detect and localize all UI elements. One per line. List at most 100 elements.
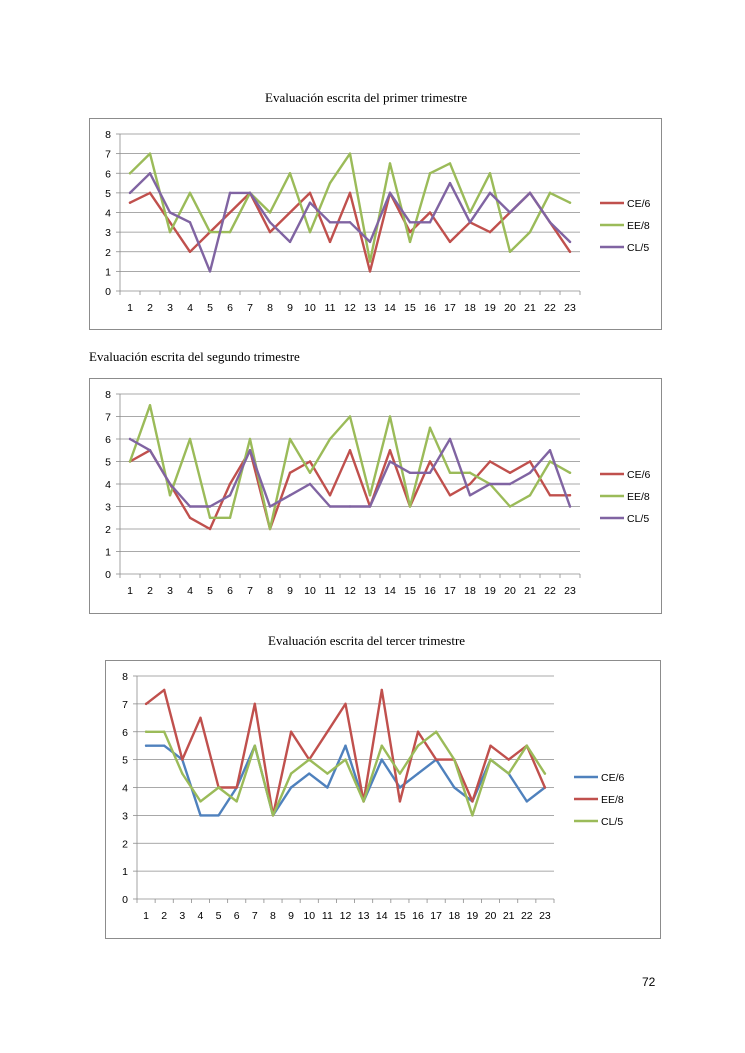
data-point-ee-8-20 bbox=[489, 744, 492, 747]
xtick-label-16: 16 bbox=[412, 910, 424, 922]
xtick-label-21: 21 bbox=[524, 302, 536, 314]
xtick-label-19: 19 bbox=[484, 302, 496, 314]
data-point-ee-8-3 bbox=[168, 230, 172, 234]
data-point-cl-5-1 bbox=[144, 730, 148, 733]
xtick-label-19: 19 bbox=[484, 585, 496, 597]
data-point-ce-6-1 bbox=[144, 744, 148, 747]
data-point-cl-5-8 bbox=[268, 505, 272, 508]
ytick-label-5: 5 bbox=[105, 188, 111, 200]
data-point-ce-6-14 bbox=[380, 758, 383, 761]
ytick-label-3: 3 bbox=[105, 502, 111, 514]
data-point-cl-5-19 bbox=[471, 814, 474, 817]
xtick-label-1: 1 bbox=[127, 302, 133, 314]
xtick-label-1: 1 bbox=[127, 585, 133, 597]
data-point-ce-6-16 bbox=[428, 211, 432, 214]
data-point-cl-5-2 bbox=[148, 449, 152, 452]
data-point-cl-5-19 bbox=[488, 191, 492, 195]
data-point-cl-5-4 bbox=[188, 505, 192, 508]
ytick-label-7: 7 bbox=[105, 149, 111, 161]
data-point-ee-8-18 bbox=[468, 471, 472, 474]
data-point-ce-6-11 bbox=[328, 494, 332, 497]
xtick-label-1: 1 bbox=[143, 910, 149, 922]
xtick-label-2: 2 bbox=[161, 910, 167, 922]
series-line-ce-6 bbox=[144, 744, 547, 817]
xtick-label-22: 22 bbox=[544, 585, 556, 597]
legend-label-ee-8: EE/8 bbox=[627, 220, 650, 232]
data-point-cl-5-11 bbox=[328, 505, 332, 508]
data-point-ee-8-15 bbox=[408, 240, 412, 244]
xtick-label-4: 4 bbox=[187, 302, 193, 314]
xtick-label-5: 5 bbox=[207, 585, 213, 597]
xtick-label-4: 4 bbox=[198, 910, 204, 922]
data-point-ce-6-1 bbox=[128, 201, 132, 204]
data-point-cl-5-18 bbox=[453, 758, 456, 761]
data-point-ee-8-15 bbox=[398, 800, 402, 803]
legend-label-cl-5: CL/5 bbox=[601, 816, 623, 828]
data-point-ce-6-11 bbox=[328, 240, 332, 244]
data-point-ce-6-2 bbox=[148, 191, 152, 195]
series-line-ee-8 bbox=[128, 404, 572, 531]
data-point-ce-6-23 bbox=[568, 494, 572, 497]
data-point-cl-5-7 bbox=[253, 744, 257, 747]
data-point-ee-8-6 bbox=[228, 230, 232, 234]
data-point-ee-8-13 bbox=[368, 260, 372, 263]
data-point-cl-5-16 bbox=[428, 221, 432, 224]
data-point-cl-5-23 bbox=[568, 505, 572, 508]
data-point-ee-8-8 bbox=[268, 211, 272, 214]
ytick-label-6: 6 bbox=[105, 434, 111, 446]
data-point-ee-8-11 bbox=[328, 437, 332, 441]
ytick-label-2: 2 bbox=[122, 838, 128, 850]
data-point-cl-5-12 bbox=[348, 505, 352, 508]
xtick-label-16: 16 bbox=[424, 302, 436, 314]
ytick-label-4: 4 bbox=[122, 783, 128, 795]
chart-2-frame: 0 1 2 3 4 5 6 7 8 1 2 3 4 5 6 7 8 9 10 11 12 13 14 15 16 17 18 19 20… bbox=[89, 378, 662, 614]
data-point-ce-6-10 bbox=[308, 772, 311, 775]
data-point-ee-8-9 bbox=[288, 437, 292, 441]
data-point-cl-5-17 bbox=[448, 181, 452, 185]
data-point-cl-5-20 bbox=[508, 482, 512, 486]
data-point-cl-5-22 bbox=[525, 744, 529, 747]
data-point-cl-5-19 bbox=[488, 482, 492, 486]
xtick-label-10: 10 bbox=[304, 302, 316, 314]
data-point-cl-5-20 bbox=[489, 758, 492, 761]
xtick-label-16: 16 bbox=[424, 585, 436, 597]
data-point-ce-6-9 bbox=[289, 786, 293, 789]
xtick-label-4: 4 bbox=[187, 585, 193, 597]
data-point-cl-5-5 bbox=[217, 786, 220, 789]
series-line-cl-5 bbox=[144, 730, 547, 817]
data-point-ce-6-18 bbox=[453, 786, 456, 789]
data-point-ce-6-16 bbox=[428, 460, 432, 463]
data-point-ce-6-5 bbox=[217, 814, 220, 817]
ytick-label-4: 4 bbox=[105, 208, 111, 220]
xtick-label-3: 3 bbox=[167, 585, 173, 597]
data-point-ee-8-10 bbox=[308, 230, 312, 234]
ytick-label-8: 8 bbox=[122, 671, 128, 683]
xtick-label-18: 18 bbox=[464, 585, 476, 597]
data-point-ee-8-3 bbox=[168, 494, 172, 497]
legend-label-cl-5: CL/5 bbox=[627, 513, 649, 525]
data-point-cl-5-8 bbox=[271, 814, 275, 817]
data-point-cl-5-15 bbox=[398, 772, 402, 775]
data-point-cl-5-6 bbox=[228, 494, 232, 497]
xtick-label-18: 18 bbox=[448, 910, 460, 922]
data-point-ce-6-17 bbox=[448, 494, 452, 497]
data-point-ee-8-2 bbox=[148, 404, 152, 407]
data-point-ce-6-6 bbox=[228, 482, 232, 486]
data-point-cl-5-14 bbox=[380, 744, 383, 747]
data-point-ce-6-15 bbox=[398, 786, 402, 789]
data-point-cl-5-13 bbox=[368, 240, 372, 244]
data-point-cl-5-15 bbox=[408, 471, 412, 474]
chart-3-frame: 0 1 2 3 4 5 6 7 8 1 2 3 4 5 6 7 8 9 10 11 12 13 14 15 16 17 18 19 20… bbox=[105, 660, 661, 939]
xtick-label-2: 2 bbox=[147, 585, 153, 597]
data-point-ce-6-23 bbox=[568, 250, 572, 253]
xtick-label-8: 8 bbox=[270, 910, 276, 922]
data-point-ee-8-20 bbox=[508, 505, 512, 508]
xtick-label-10: 10 bbox=[303, 910, 315, 922]
data-point-ee-8-7 bbox=[253, 702, 257, 706]
data-point-ee-8-19 bbox=[471, 800, 474, 803]
ytick-label-0: 0 bbox=[105, 569, 111, 581]
xtick-label-15: 15 bbox=[394, 910, 406, 922]
ytick-label-4: 4 bbox=[105, 479, 111, 491]
data-point-cl-5-8 bbox=[268, 221, 272, 224]
